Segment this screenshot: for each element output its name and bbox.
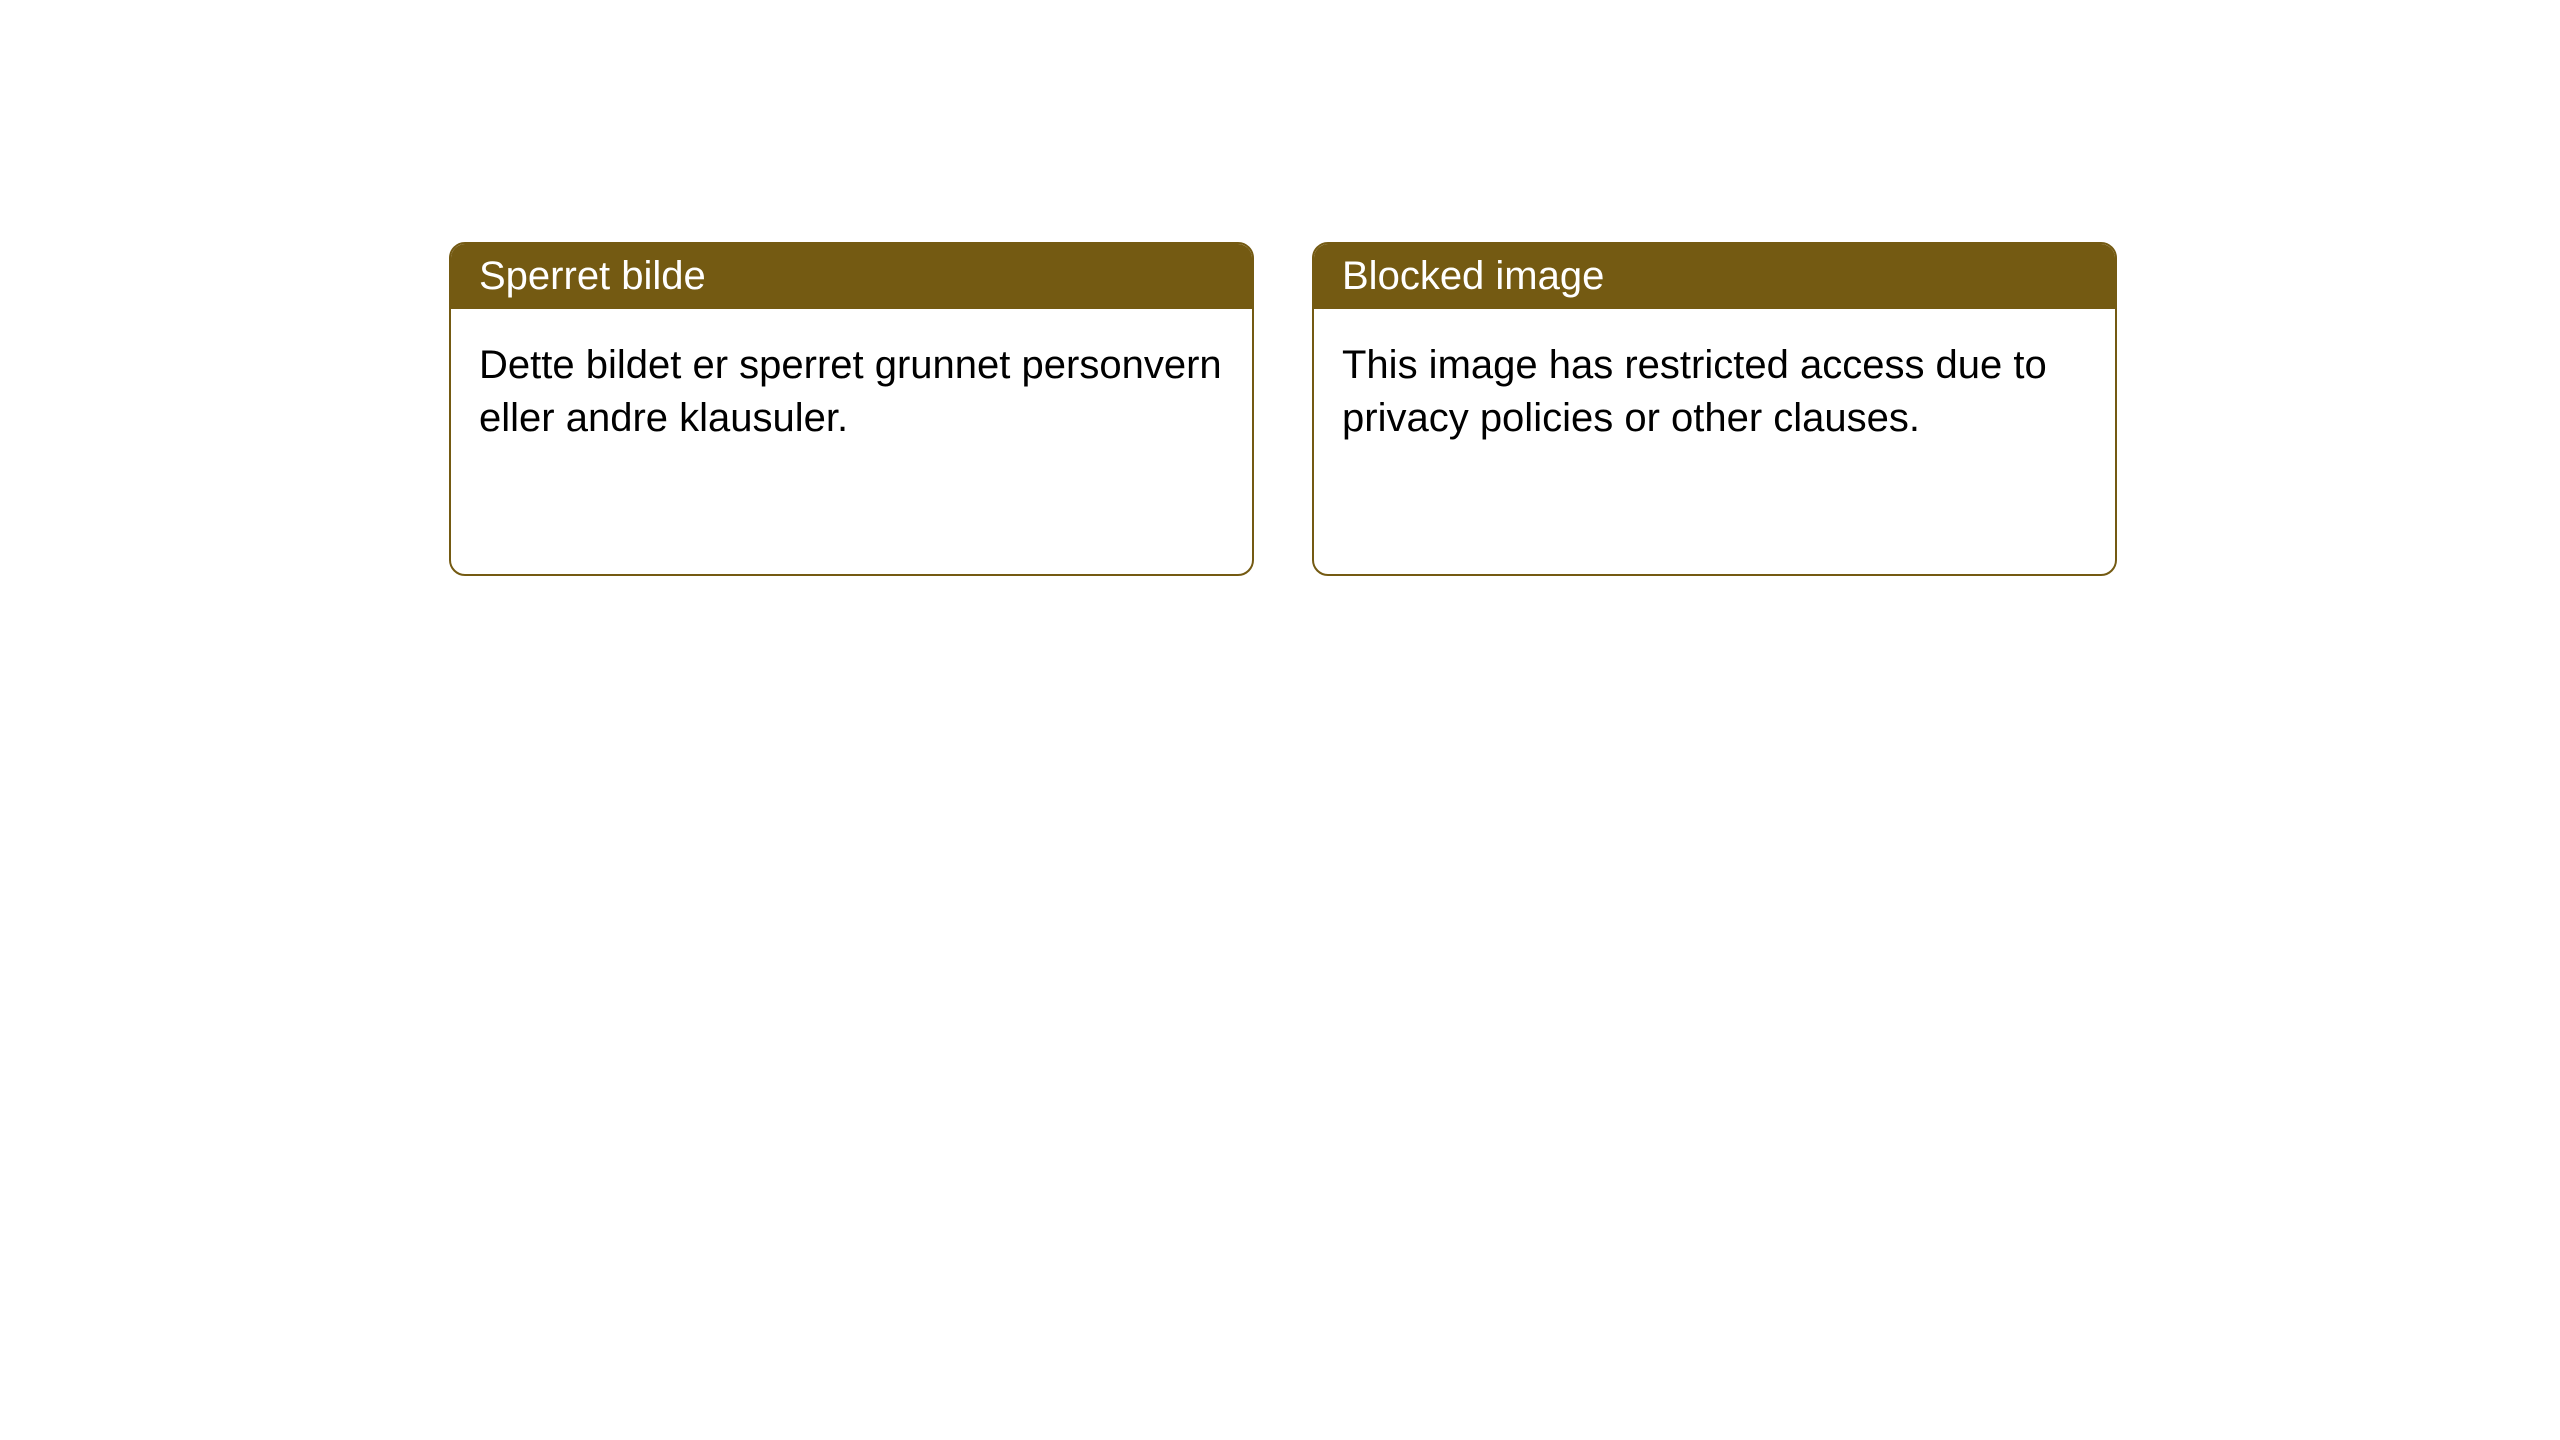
notice-card-title: Sperret bilde xyxy=(479,254,706,298)
notice-card-body: This image has restricted access due to … xyxy=(1314,309,2115,475)
notice-card-header: Sperret bilde xyxy=(451,244,1252,309)
notice-card-body: Dette bildet er sperret grunnet personve… xyxy=(451,309,1252,475)
notice-card-header: Blocked image xyxy=(1314,244,2115,309)
notice-card-text: This image has restricted access due to … xyxy=(1342,343,2047,440)
notice-cards-container: Sperret bilde Dette bildet er sperret gr… xyxy=(449,242,2117,576)
notice-card-title: Blocked image xyxy=(1342,254,1604,298)
notice-card-no: Sperret bilde Dette bildet er sperret gr… xyxy=(449,242,1254,576)
notice-card-text: Dette bildet er sperret grunnet personve… xyxy=(479,343,1222,440)
notice-card-en: Blocked image This image has restricted … xyxy=(1312,242,2117,576)
